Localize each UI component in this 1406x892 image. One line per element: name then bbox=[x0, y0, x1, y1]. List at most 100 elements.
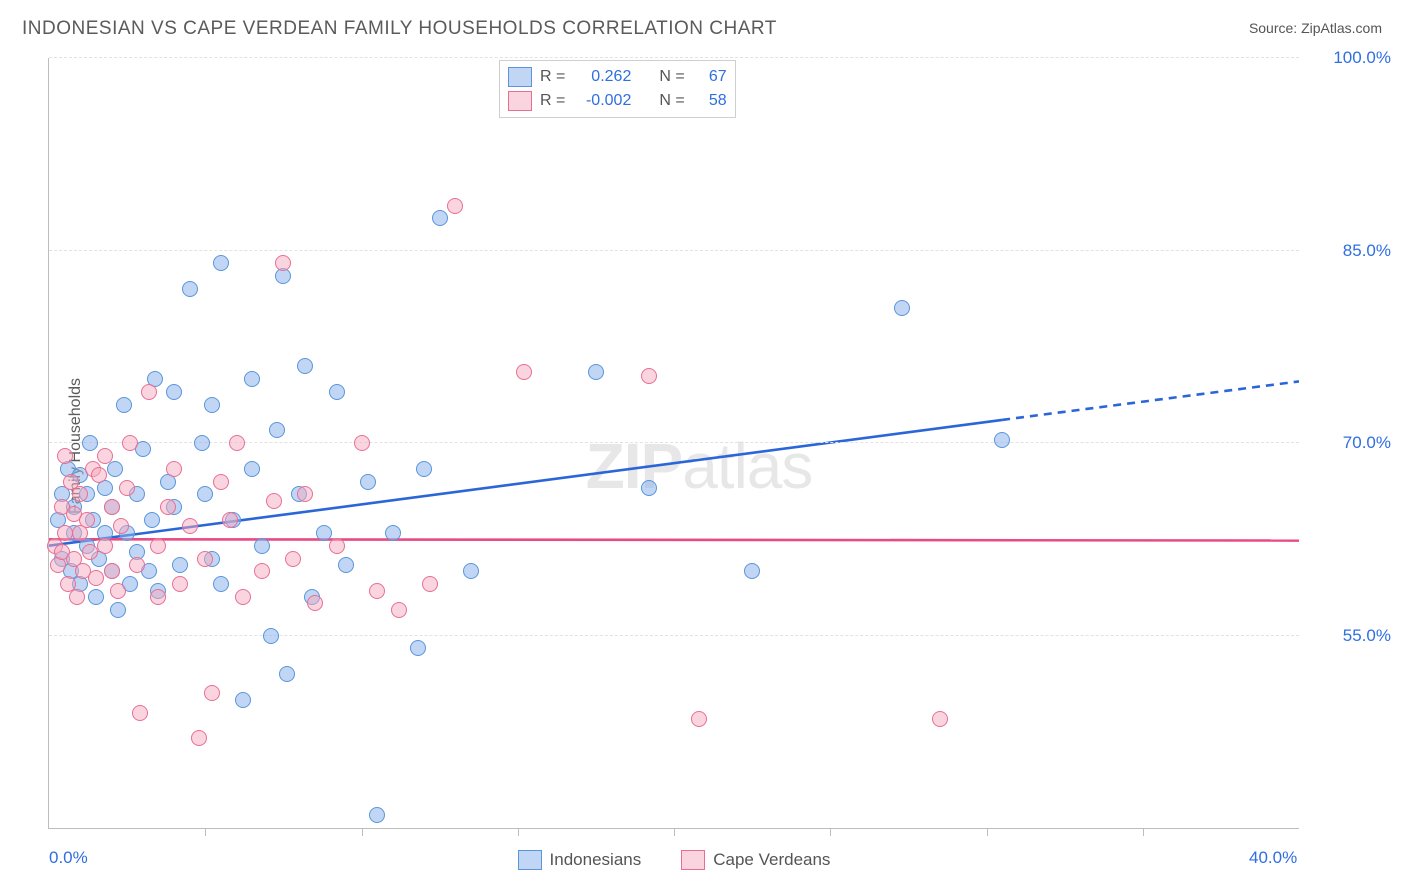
data-point bbox=[88, 570, 104, 586]
data-point bbox=[391, 602, 407, 618]
data-point bbox=[166, 384, 182, 400]
data-point bbox=[329, 538, 345, 554]
data-point bbox=[932, 711, 948, 727]
data-point bbox=[129, 557, 145, 573]
legend-series: Indonesians Cape Verdeans bbox=[49, 850, 1299, 870]
data-point bbox=[360, 474, 376, 490]
data-point bbox=[235, 589, 251, 605]
gridline-h bbox=[49, 250, 1299, 251]
data-point bbox=[182, 518, 198, 534]
data-point bbox=[82, 435, 98, 451]
data-point bbox=[172, 576, 188, 592]
data-point bbox=[150, 538, 166, 554]
data-point bbox=[266, 493, 282, 509]
y-tick-label: 55.0% bbox=[1305, 626, 1391, 646]
legend-series-item: Indonesians bbox=[518, 850, 642, 870]
data-point bbox=[97, 448, 113, 464]
data-point bbox=[432, 210, 448, 226]
y-tick-label: 70.0% bbox=[1305, 433, 1391, 453]
x-tick bbox=[830, 828, 831, 836]
data-point bbox=[385, 525, 401, 541]
x-tick bbox=[674, 828, 675, 836]
data-point bbox=[222, 512, 238, 528]
data-point bbox=[213, 255, 229, 271]
data-point bbox=[213, 576, 229, 592]
watermark: ZIPatlas bbox=[586, 429, 813, 503]
data-point bbox=[244, 371, 260, 387]
data-point bbox=[235, 692, 251, 708]
data-point bbox=[744, 563, 760, 579]
y-tick-label: 100.0% bbox=[1305, 48, 1391, 68]
data-point bbox=[463, 563, 479, 579]
data-point bbox=[338, 557, 354, 573]
data-point bbox=[197, 551, 213, 567]
data-point bbox=[79, 512, 95, 528]
data-point bbox=[69, 589, 85, 605]
data-point bbox=[166, 461, 182, 477]
data-point bbox=[447, 198, 463, 214]
gridline-h bbox=[49, 635, 1299, 636]
legend-series-label: Cape Verdeans bbox=[713, 850, 830, 870]
data-point bbox=[641, 480, 657, 496]
legend-series-item: Cape Verdeans bbox=[681, 850, 830, 870]
data-point bbox=[113, 518, 129, 534]
data-point bbox=[254, 563, 270, 579]
x-tick bbox=[987, 828, 988, 836]
data-point bbox=[244, 461, 260, 477]
data-point bbox=[122, 435, 138, 451]
data-point bbox=[204, 685, 220, 701]
data-point bbox=[229, 435, 245, 451]
data-point bbox=[191, 730, 207, 746]
legend-series-label: Indonesians bbox=[550, 850, 642, 870]
data-point bbox=[329, 384, 345, 400]
data-point bbox=[263, 628, 279, 644]
data-point bbox=[516, 364, 532, 380]
data-point bbox=[88, 589, 104, 605]
legend-swatch bbox=[508, 67, 532, 87]
gridline-h bbox=[49, 57, 1299, 58]
data-point bbox=[275, 255, 291, 271]
data-point bbox=[104, 499, 120, 515]
legend-swatch bbox=[681, 850, 705, 870]
data-point bbox=[297, 486, 313, 502]
legend-R-label: R = bbox=[540, 68, 565, 86]
data-point bbox=[119, 480, 135, 496]
data-point bbox=[197, 486, 213, 502]
legend-N-label: N = bbox=[659, 92, 684, 110]
x-tick-label: 0.0% bbox=[49, 848, 88, 868]
data-point bbox=[110, 583, 126, 599]
legend-N-value: 58 bbox=[693, 92, 727, 110]
legend-R-value: -0.002 bbox=[573, 92, 631, 110]
data-point bbox=[72, 486, 88, 502]
watermark-bold: ZIP bbox=[586, 430, 683, 502]
data-point bbox=[369, 583, 385, 599]
data-point bbox=[57, 448, 73, 464]
data-point bbox=[132, 705, 148, 721]
legend-N-label: N = bbox=[659, 68, 684, 86]
data-point bbox=[285, 551, 301, 567]
data-point bbox=[110, 602, 126, 618]
data-point bbox=[182, 281, 198, 297]
legend-stats: R =0.262N =67R =-0.002N =58 bbox=[499, 60, 736, 118]
legend-R-label: R = bbox=[540, 92, 565, 110]
data-point bbox=[994, 432, 1010, 448]
legend-swatch bbox=[508, 91, 532, 111]
data-point bbox=[422, 576, 438, 592]
data-point bbox=[416, 461, 432, 477]
data-point bbox=[82, 544, 98, 560]
data-point bbox=[316, 525, 332, 541]
data-point bbox=[641, 368, 657, 384]
x-tick-label: 40.0% bbox=[1249, 848, 1297, 868]
data-point bbox=[160, 499, 176, 515]
chart-title: INDONESIAN VS CAPE VERDEAN FAMILY HOUSEH… bbox=[22, 18, 777, 40]
data-point bbox=[116, 397, 132, 413]
legend-R-value: 0.262 bbox=[573, 68, 631, 86]
data-point bbox=[213, 474, 229, 490]
x-tick bbox=[518, 828, 519, 836]
data-point bbox=[97, 538, 113, 554]
data-point bbox=[141, 384, 157, 400]
data-point bbox=[269, 422, 285, 438]
data-point bbox=[410, 640, 426, 656]
data-point bbox=[307, 595, 323, 611]
data-point bbox=[57, 525, 73, 541]
